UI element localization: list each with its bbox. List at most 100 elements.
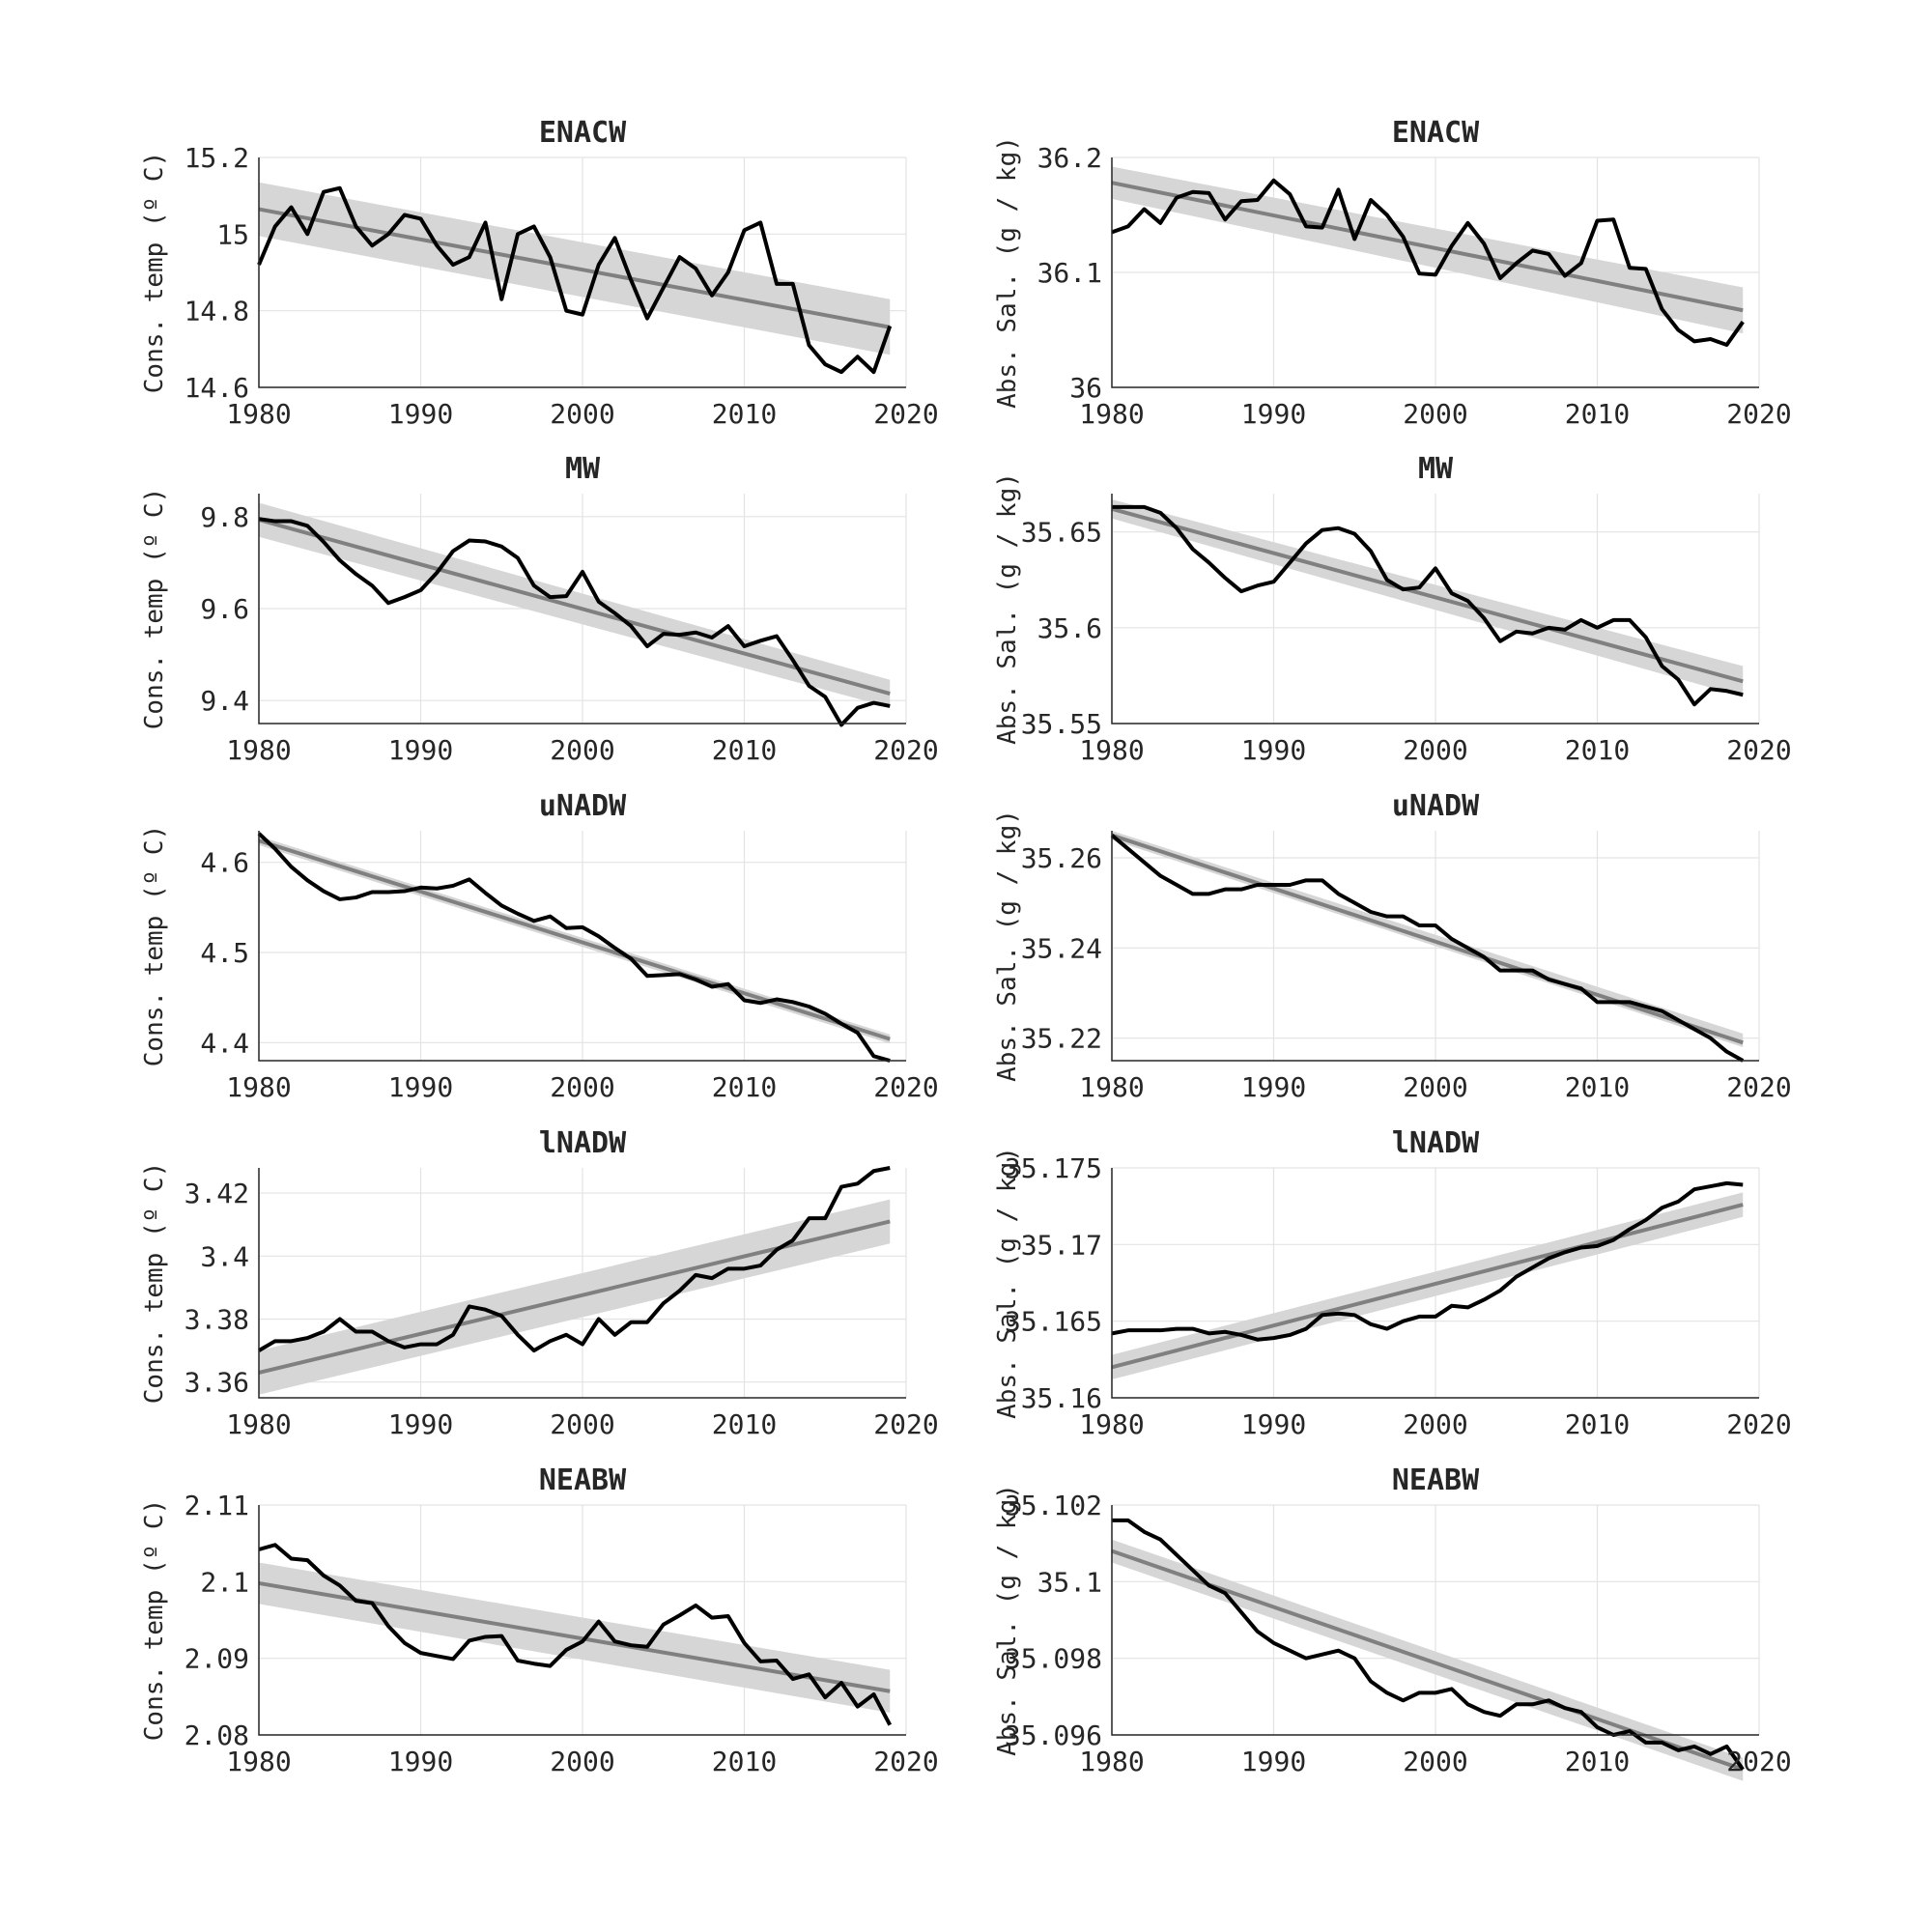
- x-tick-label: 1990: [1241, 398, 1306, 430]
- x-tick-label: 2020: [873, 1071, 938, 1103]
- chart-title: lNADW: [1392, 1126, 1480, 1160]
- x-tick-label: 1990: [1241, 1071, 1306, 1103]
- axes: [258, 494, 906, 724]
- y-axis-label: Abs. Sal. (g / kg): [993, 472, 1022, 745]
- trend-line: [258, 207, 891, 329]
- chart-title: lNADW: [539, 1126, 627, 1160]
- axes: [1111, 831, 1759, 1062]
- y-tick-label: 9.4: [200, 685, 249, 717]
- y-axis-label: Cons. temp (º C): [140, 1499, 169, 1741]
- chart-panel-6: 1980 1990 2000 2010 2020 35.22 35.24 35.26 uNADW…: [993, 789, 1792, 1103]
- x-tick-label: 2000: [1403, 734, 1467, 766]
- y-tick-label: 2.08: [185, 1719, 249, 1751]
- y-tick-label: 35.22: [1021, 1023, 1102, 1055]
- y-tick-label: 35.102: [1005, 1490, 1102, 1521]
- data-series-line: [1111, 1180, 1744, 1342]
- chart-title: NEABW: [539, 1463, 627, 1497]
- x-tick-label: 1980: [1079, 1408, 1144, 1440]
- x-tick-label: 2010: [1565, 398, 1630, 430]
- trend-line: [1111, 506, 1744, 684]
- trend-line: [258, 1219, 891, 1375]
- y-tick-label: 3.42: [185, 1178, 249, 1209]
- x-tick-label: 1980: [1079, 1746, 1144, 1777]
- y-tick-label: 35.26: [1021, 842, 1102, 874]
- x-tick-label: 2010: [712, 1746, 777, 1777]
- y-axis-label: Cons. temp (º C): [140, 1162, 169, 1404]
- chart-title: ENACW: [1392, 116, 1480, 150]
- x-tick-label: 1990: [1241, 734, 1306, 766]
- data-series-line: [257, 1166, 891, 1353]
- x-tick-label: 2010: [1565, 1408, 1630, 1440]
- y-tick-label: 35.1: [1037, 1566, 1102, 1598]
- x-tick-label: 1980: [226, 1408, 291, 1440]
- trend-line: [1111, 1203, 1744, 1370]
- trend-line: [1111, 833, 1744, 1045]
- x-tick-label: 1990: [388, 398, 453, 430]
- y-axis-label: Abs. Sal. (g / kg): [993, 1147, 1022, 1419]
- chart-title: MW: [565, 452, 601, 486]
- axes: [258, 157, 906, 388]
- chart-title: uNADW: [539, 789, 627, 823]
- x-tick-label: 1990: [388, 1408, 453, 1440]
- x-tick-label: 1980: [1079, 734, 1144, 766]
- chart-title: NEABW: [1392, 1463, 1480, 1497]
- y-axis-label: Abs. Sal. (g / kg): [993, 1484, 1022, 1756]
- trend-line: [1111, 181, 1744, 313]
- y-axis-label: Cons. temp (º C): [140, 152, 169, 393]
- x-tick-label: 1990: [388, 1071, 453, 1103]
- x-tick-label: 2000: [1403, 1071, 1467, 1103]
- x-tick-label: 2020: [1726, 398, 1791, 430]
- y-tick-label: 14.8: [185, 296, 249, 327]
- y-axis-label: Abs. Sal. (g / kg): [993, 136, 1022, 409]
- x-tick-label: 2000: [550, 398, 614, 430]
- data-series-line: [1112, 1518, 1745, 1771]
- x-tick-label: 2000: [550, 1408, 614, 1440]
- x-tick-label: 2000: [1403, 1746, 1467, 1777]
- x-tick-label: 2010: [1565, 734, 1630, 766]
- x-tick-label: 2000: [1403, 398, 1467, 430]
- x-tick-label: 1990: [1241, 1746, 1306, 1777]
- x-tick-label: 1980: [1079, 1071, 1144, 1103]
- y-tick-label: 3.38: [185, 1303, 249, 1335]
- x-tick-label: 1980: [226, 1746, 291, 1777]
- y-tick-label: 9.6: [200, 593, 249, 625]
- x-tick-label: 2010: [712, 1408, 777, 1440]
- y-axis-label: Abs. Sal. (g / kg): [993, 810, 1022, 1082]
- y-tick-label: 9.8: [200, 501, 249, 533]
- x-tick-label: 1990: [388, 1746, 453, 1777]
- y-tick-label: 14.6: [185, 372, 249, 404]
- y-tick-label: 35.175: [1005, 1152, 1102, 1184]
- y-tick-label: 36.2: [1037, 142, 1102, 174]
- y-tick-label: 4.5: [200, 937, 249, 969]
- y-tick-label: 3.36: [185, 1367, 249, 1399]
- axes: [1111, 1168, 1759, 1399]
- chart-panel-4: 1980 1990 2000 2010 2020 35.55 35.6 35.65 MW Abs.…: [993, 452, 1792, 766]
- y-tick-label: 35.096: [1005, 1719, 1102, 1751]
- y-tick-label: 3.4: [200, 1240, 249, 1272]
- x-tick-label: 2010: [1565, 1071, 1630, 1103]
- y-axis-label: Cons. temp (º C): [140, 488, 169, 729]
- chart-title: uNADW: [1392, 789, 1480, 823]
- axes: [258, 1505, 906, 1736]
- x-tick-label: 2010: [712, 398, 777, 430]
- x-tick-label: 1980: [226, 398, 291, 430]
- y-tick-label: 2.11: [185, 1490, 249, 1521]
- x-tick-label: 2020: [873, 1408, 938, 1440]
- chart-title: MW: [1418, 452, 1454, 486]
- y-tick-label: 35.65: [1021, 517, 1102, 549]
- y-tick-label: 35.16: [1021, 1382, 1102, 1414]
- axes: [1111, 1505, 1759, 1736]
- y-tick-label: 36.1: [1037, 257, 1102, 289]
- x-tick-label: 2010: [712, 1071, 777, 1103]
- y-tick-label: 35.6: [1037, 612, 1102, 644]
- y-tick-label: 36: [1069, 372, 1102, 404]
- x-tick-label: 2020: [1726, 1071, 1791, 1103]
- chart-title: ENACW: [539, 116, 627, 150]
- chart-panel-1: 1980 1990 2000 2010 2020 14.6 14.8 15 15.2 ENACW C…: [140, 116, 939, 430]
- x-tick-label: 2010: [712, 734, 777, 766]
- y-tick-label: 35.55: [1021, 708, 1102, 740]
- x-tick-label: 2000: [550, 734, 614, 766]
- y-axis-label: Cons. temp (º C): [140, 825, 169, 1066]
- y-tick-label: 35.17: [1021, 1229, 1102, 1261]
